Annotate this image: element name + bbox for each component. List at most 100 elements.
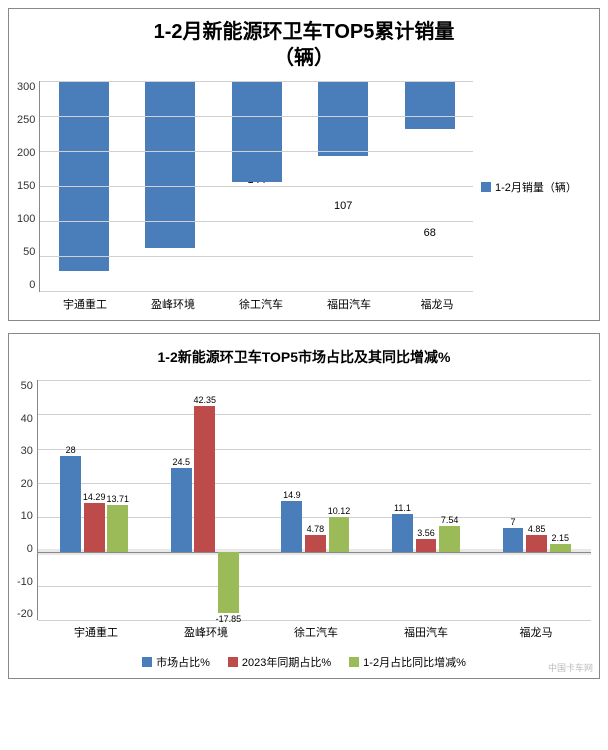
chart1-bar <box>145 81 195 248</box>
chart2-bar-value: 14.29 <box>83 492 106 502</box>
chart2-legend-swatch <box>228 657 238 667</box>
chart1-y-tick: 200 <box>17 147 35 159</box>
chart1-plot: 27123814410768 <box>39 81 473 292</box>
chart2-legend-label: 2023年同期占比% <box>242 654 331 670</box>
chart1-gridline <box>40 186 473 187</box>
chart1-x-label: 徐工汽车 <box>217 292 305 312</box>
chart1-y-tick: 50 <box>23 246 35 258</box>
chart1-bar-value: 68 <box>424 227 436 239</box>
chart2-y-tick: 30 <box>21 445 33 457</box>
chart1-gridline <box>40 256 473 257</box>
chart2-bar: 13.71 <box>107 505 128 552</box>
chart2-bar-value: 7 <box>511 517 516 527</box>
chart2-bar-group: 2814.2913.71 <box>58 380 129 620</box>
chart1-title: 1-2月新能源环卫车TOP5累计销量 （辆） <box>17 19 591 71</box>
chart1-y-axis: 300 250 200 150 100 50 0 <box>17 81 39 291</box>
chart2-plot-row: 50403020100-10-20 2814.2913.7124.542.35-… <box>17 380 591 620</box>
chart1-bar <box>405 81 455 129</box>
chart2-bar-value: 13.71 <box>107 494 130 504</box>
chart1-legend: 1-2月销量（辆） <box>473 81 591 292</box>
chart2-bar: 7 <box>503 528 524 552</box>
chart1-x-label: 福田汽车 <box>305 292 393 312</box>
chart1-gridline <box>40 221 473 222</box>
chart2-bar: 10.12 <box>329 517 350 552</box>
chart2-bar-value: 42.35 <box>194 395 217 405</box>
chart2-y-tick: 20 <box>21 478 33 490</box>
chart2-bar-value: 11.1 <box>394 503 411 513</box>
chart2-bar: 24.5 <box>171 468 192 552</box>
chart2-x-labels: 宇通重工盈峰环境徐工汽车福田汽车福龙马 <box>41 620 591 640</box>
chart1-gridline <box>40 116 473 117</box>
chart2-bar: 28 <box>60 456 81 552</box>
chart1-x-label: 福龙马 <box>393 292 481 312</box>
chart1-y-tick: 150 <box>17 180 35 192</box>
chart1-y-tick: 0 <box>29 279 35 291</box>
chart1-title-line1: 1-2月新能源环卫车TOP5累计销量 <box>17 19 591 45</box>
chart1-bar <box>318 81 368 156</box>
chart1-bar <box>59 81 109 271</box>
chart2-y-axis: 50 40 30 20 10 0 -10 -20 <box>17 380 37 620</box>
chart1-y-tick: 300 <box>17 81 35 93</box>
chart2-container: 1-2新能源环卫车TOP5市场占比及其同比增减% 50 40 30 20 10 0 -10 -… <box>8 333 600 679</box>
watermark: 中国卡车网 <box>548 661 593 674</box>
chart2-y-tick: 40 <box>21 413 33 425</box>
chart1-y-tick: 250 <box>17 114 35 126</box>
chart1-bar <box>232 81 282 182</box>
chart2-legend-label: 1-2月占比同比增减% <box>363 654 466 670</box>
chart2-bar-group: 11.13.567.54 <box>390 380 461 620</box>
chart2-bar-group: 14.94.7810.12 <box>279 380 350 620</box>
chart1-plot-row: 300250200150100500 27123814410768 1-2月销量… <box>17 81 591 292</box>
chart1-gridline <box>40 151 473 152</box>
chart2-y-tick: 50 <box>21 380 33 392</box>
chart1-bar-value: 107 <box>334 200 352 212</box>
chart1-x-labels: 宇通重工盈峰环境徐工汽车福田汽车福龙马 <box>41 292 481 312</box>
chart2-bar-value: 2.15 <box>551 533 569 543</box>
chart2-bar: 4.78 <box>305 535 326 551</box>
chart1-gridline <box>40 291 473 292</box>
chart2-bar-value: 14.9 <box>283 490 301 500</box>
chart2-bar: 4.85 <box>526 535 547 552</box>
chart2-x-label: 盈峰环境 <box>151 620 261 640</box>
chart2-bar: 14.9 <box>281 501 302 552</box>
chart1-title-line2: （辆） <box>17 45 591 71</box>
chart2-bar-value: 3.56 <box>417 528 435 538</box>
chart2-legend-item: 市场占比% <box>142 654 210 670</box>
chart2-x-label: 宇通重工 <box>41 620 151 640</box>
chart2-plot: 2814.2913.7124.542.35-17.8514.94.7810.12… <box>37 380 591 620</box>
chart2-y-tick: 0 <box>27 543 33 555</box>
chart2-y-tick: 10 <box>21 510 33 522</box>
chart2-bar: 3.56 <box>416 539 437 551</box>
chart2-x-label: 徐工汽车 <box>261 620 371 640</box>
chart2-bar-value: 7.54 <box>441 515 459 525</box>
chart2-bar-group: 24.542.35-17.85 <box>168 380 239 620</box>
chart1-legend-swatch <box>481 182 491 192</box>
chart2-legend-swatch <box>142 657 152 667</box>
chart2-bar-value: 4.85 <box>528 524 546 534</box>
chart2-legend-swatch <box>349 657 359 667</box>
chart2-y-tick: -20 <box>17 608 33 620</box>
chart1-x-label: 盈峰环境 <box>129 292 217 312</box>
chart2-x-label: 福田汽车 <box>371 620 481 640</box>
chart2-bar-group: 74.852.15 <box>500 380 571 620</box>
chart1-legend-label: 1-2月销量（辆） <box>495 179 577 195</box>
chart2-legend-label: 市场占比% <box>156 654 210 670</box>
chart2-bar-value: 4.78 <box>307 524 325 534</box>
chart2-bar: 14.29 <box>84 503 105 552</box>
chart2-bar: 2.15 <box>550 544 571 551</box>
chart1-y-tick: 100 <box>17 213 35 225</box>
chart1-container: 1-2月新能源环卫车TOP5累计销量 （辆） 300 250 200 150 100 50… <box>8 8 600 321</box>
chart2-bar: 7.54 <box>439 526 460 552</box>
chart2-x-label: 福龙马 <box>481 620 591 640</box>
chart2-bar: -17.85 <box>218 552 239 613</box>
chart2-bar: 42.35 <box>194 406 215 551</box>
chart2-legend-item: 2023年同期占比% <box>228 654 331 670</box>
chart1-x-label: 宇通重工 <box>41 292 129 312</box>
chart2-bar-value: 10.12 <box>328 506 351 516</box>
chart2-legend-item: 1-2月占比同比增减% <box>349 654 466 670</box>
chart2-bar-value: 24.5 <box>172 457 190 467</box>
chart2-bar: 11.1 <box>392 514 413 552</box>
chart2-legend: 市场占比% 2023年同期占比% 1-2月占比同比增减% <box>17 654 591 670</box>
chart2-title: 1-2新能源环卫车TOP5市场占比及其同比增减% <box>17 348 591 366</box>
chart2-y-tick: -10 <box>17 576 33 588</box>
chart1-gridline <box>40 81 473 82</box>
